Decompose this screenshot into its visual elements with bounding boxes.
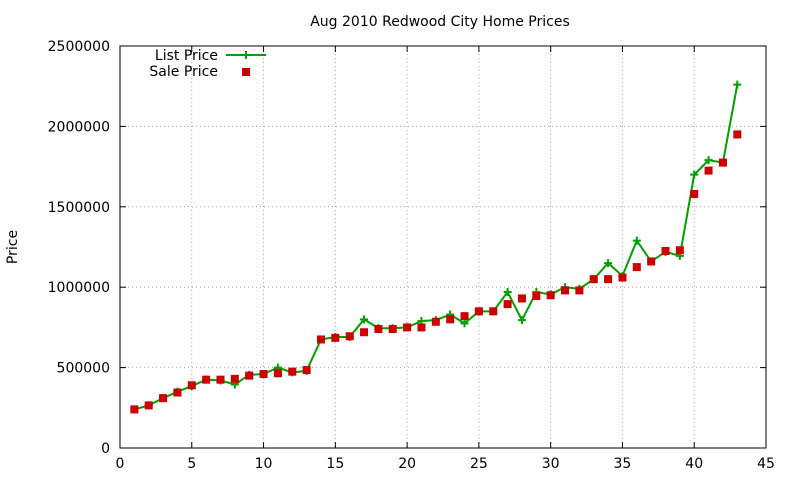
sale-price-point [345,332,354,341]
legend-swatch-list-price-marker [242,51,250,59]
y-axis-label: Price [5,230,21,264]
list-price-point [503,288,512,297]
list-price-point [704,156,713,165]
sale-price-point [216,375,225,384]
sale-price-point [374,325,383,334]
sale-price-point [647,257,656,266]
sale-price-point [331,333,340,342]
sale-price-point [517,294,526,303]
list-price-point [733,80,742,89]
sale-price-point [718,158,727,167]
sale-price-point [403,323,412,332]
x-tick-label: 15 [326,456,344,472]
sale-price-point [130,405,139,414]
list-price-point [604,259,613,268]
sale-price-point [661,247,670,256]
x-tick-label: 30 [542,456,560,472]
sale-price-point [187,381,196,390]
x-tick-label: 5 [187,456,196,472]
sale-price-point [532,292,541,301]
grid-lines [120,46,766,448]
sale-price-point [431,317,440,326]
sale-price-point [144,401,153,410]
sale-price-point [360,328,369,337]
x-tick-label: 40 [685,456,703,472]
sale-price-point [632,263,641,272]
sale-price-point [316,335,325,344]
plot-frame [119,45,767,449]
sale-price-point [230,374,239,383]
y-tick-label: 2500000 [48,39,110,55]
sale-price-point [589,275,598,284]
sale-price-point [302,366,311,375]
sale-price-point [546,291,555,300]
y-tick-label: 500000 [57,361,110,377]
sale-price-point [288,367,297,376]
list-price-point [632,236,641,245]
sale-price-point [159,394,168,403]
sale-price-point [575,286,584,295]
sale-price-point [273,369,282,378]
series-layer [130,80,742,414]
sale-price-point [202,375,211,384]
sale-price-point [561,286,570,295]
list-price-point [360,315,369,324]
x-tick-label: 10 [255,456,273,472]
sale-price-point [604,275,613,284]
sale-price-point [259,370,268,379]
x-tick-label: 35 [614,456,632,472]
sale-price-point [675,246,684,255]
sale-price-point [618,273,627,282]
axis-ticks: 0 5 10 15 20 25 30 35 40 45 0 500000 1000000 1500000 2… [48,39,775,472]
sale-price-point [690,189,699,198]
sale-price-point [503,300,512,309]
legend-label-sale-price: Sale Price [149,64,218,80]
x-tick-label: 25 [470,456,488,472]
chart-title: Aug 2010 Redwood City Home Prices [310,14,570,30]
legend: List Price Sale Price [149,48,266,80]
sale-price-point [417,323,426,332]
list-price-point [517,316,526,325]
y-tick-label: 1500000 [48,200,110,216]
list-price-point [690,170,699,179]
sale-price-point [474,307,483,316]
sale-price-point [388,325,397,334]
sale-price-point [173,388,182,397]
legend-label-list-price: List Price [155,48,218,64]
sale-price-point [489,307,498,316]
sale-price-point [733,130,742,139]
x-tick-label: 20 [398,456,416,472]
sale-price-point [245,371,254,380]
list-price-line [134,84,739,411]
y-tick-label: 1000000 [48,280,110,296]
sale-price-point [446,315,455,324]
legend-swatch-sale-price [242,68,250,76]
sale-price-point [460,312,469,321]
y-tick-label: 0 [101,441,110,457]
sale-price-point [704,166,713,175]
x-tick-label: 0 [116,456,125,472]
list-price-point [460,319,469,328]
x-tick-label: 45 [757,456,775,472]
y-tick-label: 2000000 [48,119,110,135]
